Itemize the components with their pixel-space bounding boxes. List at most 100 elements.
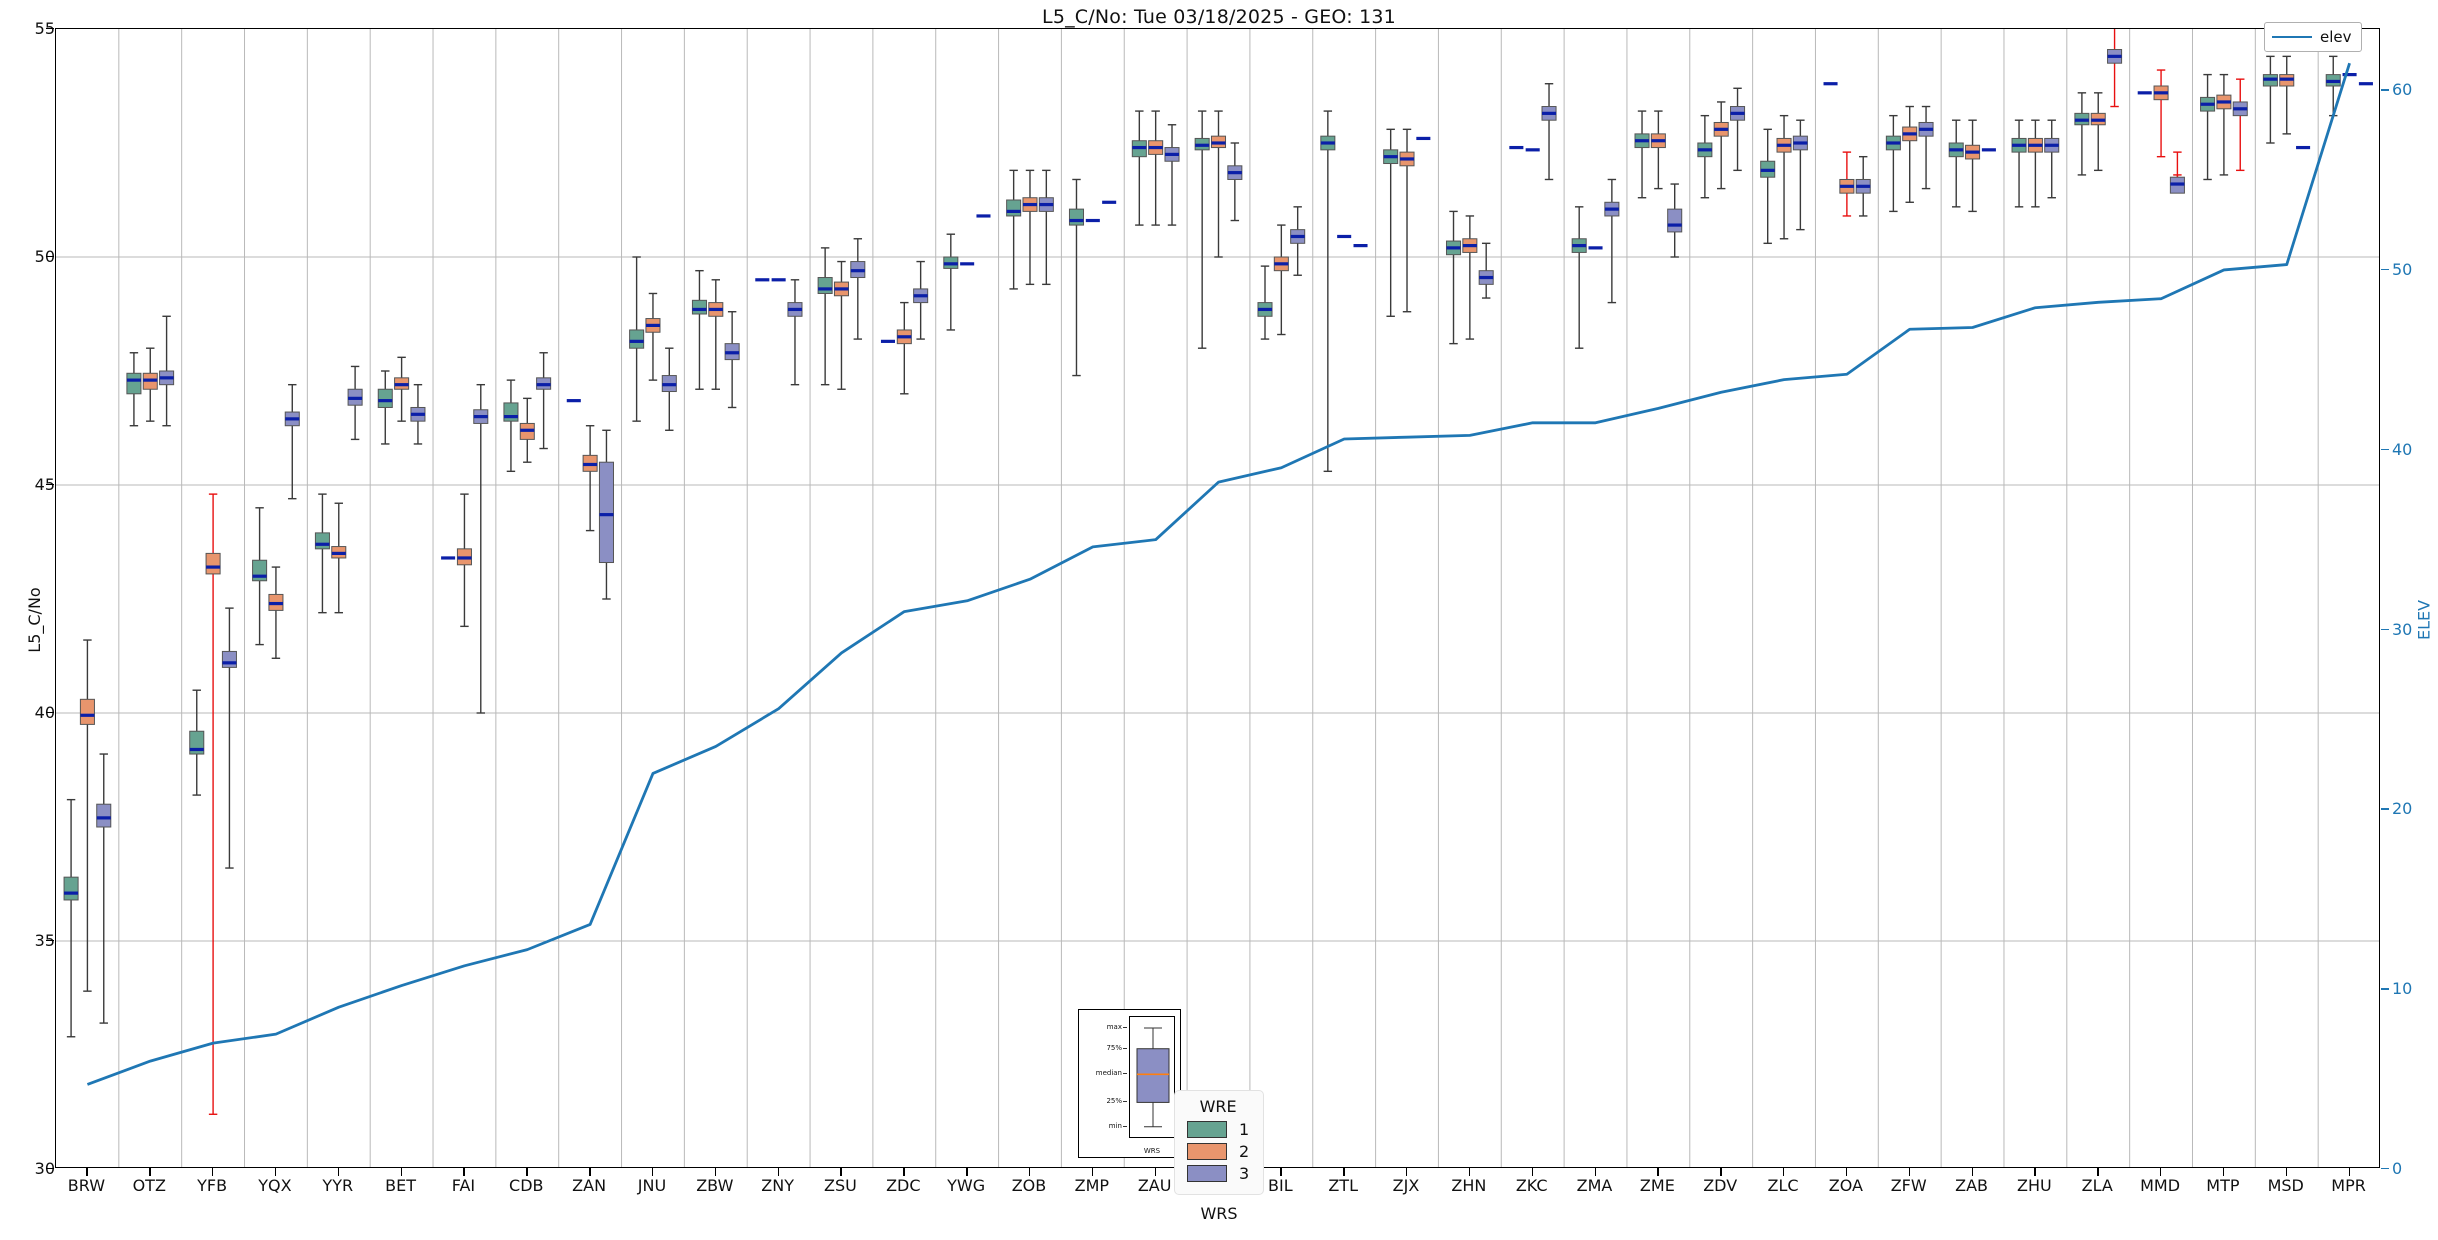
x-tickmark: [337, 1168, 340, 1176]
x-tick-bil: BIL: [1268, 1176, 1293, 1195]
boxplot-zse-wre1: [1194, 110, 1210, 349]
boxplot-zsu-wre2: [833, 260, 849, 390]
boxplot-yqx-wre2: [268, 566, 284, 659]
boxplot-cdb-wre3: [536, 352, 552, 450]
boxplot-zse-wre2: [1210, 110, 1227, 258]
x-tick-zsu: ZSU: [824, 1176, 857, 1195]
boxplot-bil-wre2: [1273, 224, 1289, 336]
y-axis-label-left: L5_C/No: [25, 587, 45, 653]
boxplot-zme-wre1: [1634, 110, 1650, 199]
x-tick-zau: ZAU: [1137, 1176, 1172, 1195]
boxplot-zbw-wre2: [708, 279, 724, 390]
x-tick-zdc: ZDC: [886, 1176, 921, 1195]
x-tickmark: [1531, 1168, 1534, 1176]
boxplot-mmd-wre3: [2169, 151, 2185, 194]
boxplot-zjx-wre1: [1383, 128, 1399, 317]
x-tickmark: [1343, 1168, 1345, 1176]
boxplot-zdv-wre2: [1713, 101, 1729, 190]
y-tick-right: 30: [2392, 619, 2413, 639]
x-tickmark: [1028, 1168, 1031, 1176]
boxplot-mmd-wre2: [2153, 69, 2169, 158]
x-tickmark: [2097, 1168, 2099, 1176]
elev-legend[interactable]: elev: [2264, 22, 2362, 52]
chart-title: L5_C/No: Tue 03/18/2025 - GEO: 131: [1042, 6, 1396, 28]
x-tickmark: [1657, 1168, 1659, 1176]
x-tickmark: [212, 1168, 214, 1176]
y-tickmark-right: [2381, 1168, 2389, 1170]
wre-legend[interactable]: WRE 1 2 3: [1174, 1090, 1265, 1195]
wre-legend-label: 3: [1239, 1164, 1250, 1183]
boxplot-zhn-wre2: [1462, 215, 1478, 340]
boxplot-zab-wre1: [1948, 119, 1964, 208]
x-tickmark: [777, 1168, 780, 1176]
x-tickmark: [651, 1168, 654, 1176]
y-tick-left: 45: [34, 475, 55, 494]
y-tick-right: 10: [2392, 979, 2413, 999]
y-tickmark-left: [46, 1168, 54, 1170]
x-tick-otz: OTZ: [132, 1176, 166, 1195]
y-tick-right: 50: [2392, 259, 2413, 279]
x-tickmark: [903, 1168, 905, 1176]
boxplot-brw-wre2: [79, 639, 95, 992]
wre-color-swatch: [1187, 1165, 1227, 1182]
wre-legend-item-1[interactable]: 1: [1187, 1120, 1249, 1139]
boxplot-zan-wre2: [582, 425, 598, 532]
x-tick-zjx: ZJX: [1392, 1176, 1420, 1195]
boxplot-fai-wre2: [456, 493, 472, 628]
boxplot-zdv-wre1: [1697, 114, 1713, 199]
inset-tickmark: [1123, 1047, 1127, 1049]
boxplot-otz-wre1: [126, 352, 142, 427]
boxplot-bil-wre1: [1257, 265, 1273, 340]
boxplot-cdb-wre1: [503, 379, 519, 473]
boxplot-zny-wre3: [787, 279, 803, 386]
boxplot-zlc-wre1: [1760, 128, 1776, 245]
boxplot-brw-wre1: [63, 798, 79, 1038]
x-tickmark: [2034, 1168, 2036, 1176]
boxplot-yfb-wre3: [221, 607, 237, 869]
wre-legend-label: 2: [1239, 1142, 1250, 1161]
x-tick-msd: MSD: [2267, 1176, 2304, 1195]
y-tickmark-left: [46, 28, 54, 30]
elev-line-swatch: [2272, 36, 2312, 38]
x-tick-zan: ZAN: [572, 1176, 607, 1195]
x-tickmark: [1971, 1168, 1973, 1176]
x-tickmark: [1594, 1168, 1596, 1176]
boxplot-jnu-wre2: [645, 292, 661, 381]
x-tickmark: [1783, 1168, 1785, 1176]
x-tickmark: [1280, 1168, 1282, 1176]
x-tick-zlc: ZLC: [1767, 1176, 1799, 1195]
wre-legend-item-2[interactable]: 2: [1187, 1142, 1249, 1161]
y-tick-right: 0: [2392, 1159, 2403, 1178]
boxplot-jnu-wre3: [661, 347, 677, 431]
boxplot-zab-wre2: [1965, 119, 1981, 213]
wre-legend-item-3[interactable]: 3: [1187, 1164, 1249, 1183]
boxplot-zfw-wre3: [1918, 105, 1934, 190]
x-tickmark: [400, 1168, 402, 1176]
boxplot-zoa-wre3: [1855, 155, 1871, 217]
boxplot-bet-wre2: [394, 356, 410, 422]
wre-legend-label: 1: [1239, 1120, 1250, 1139]
x-tick-brw: BRW: [67, 1176, 106, 1195]
boxplot-yyr-wre2: [331, 502, 347, 614]
x-tick-zhn: ZHN: [1451, 1176, 1487, 1195]
y-tick-left: 50: [34, 247, 55, 266]
x-tick-cdb: CDB: [509, 1176, 544, 1195]
inset-boxplot: [1136, 1027, 1170, 1128]
boxplot-zbw-wre3: [724, 311, 740, 409]
wre-color-swatch: [1187, 1121, 1227, 1138]
boxplot-zma-wre3: [1604, 178, 1620, 304]
boxplot-zob-wre2: [1022, 169, 1038, 286]
x-tick-yfb: YFB: [197, 1176, 228, 1195]
boxplot-mtp-wre1: [2200, 73, 2216, 181]
y-tick-right: 20: [2392, 799, 2413, 819]
x-tick-zbw: ZBW: [696, 1176, 734, 1195]
boxplot-zsu-wre1: [817, 247, 833, 386]
x-tick-zme: ZME: [1639, 1176, 1675, 1195]
y-tickmark-right: [2381, 448, 2389, 451]
boxplot-series: [63, 29, 2373, 1115]
boxplot-zdc-wre2: [896, 301, 912, 395]
x-tick-zob: ZOB: [1011, 1176, 1047, 1195]
x-tick-ywg: YWG: [947, 1176, 986, 1195]
x-tick-yqx: YQX: [258, 1176, 292, 1195]
boxplot-zme-wre2: [1650, 110, 1666, 190]
